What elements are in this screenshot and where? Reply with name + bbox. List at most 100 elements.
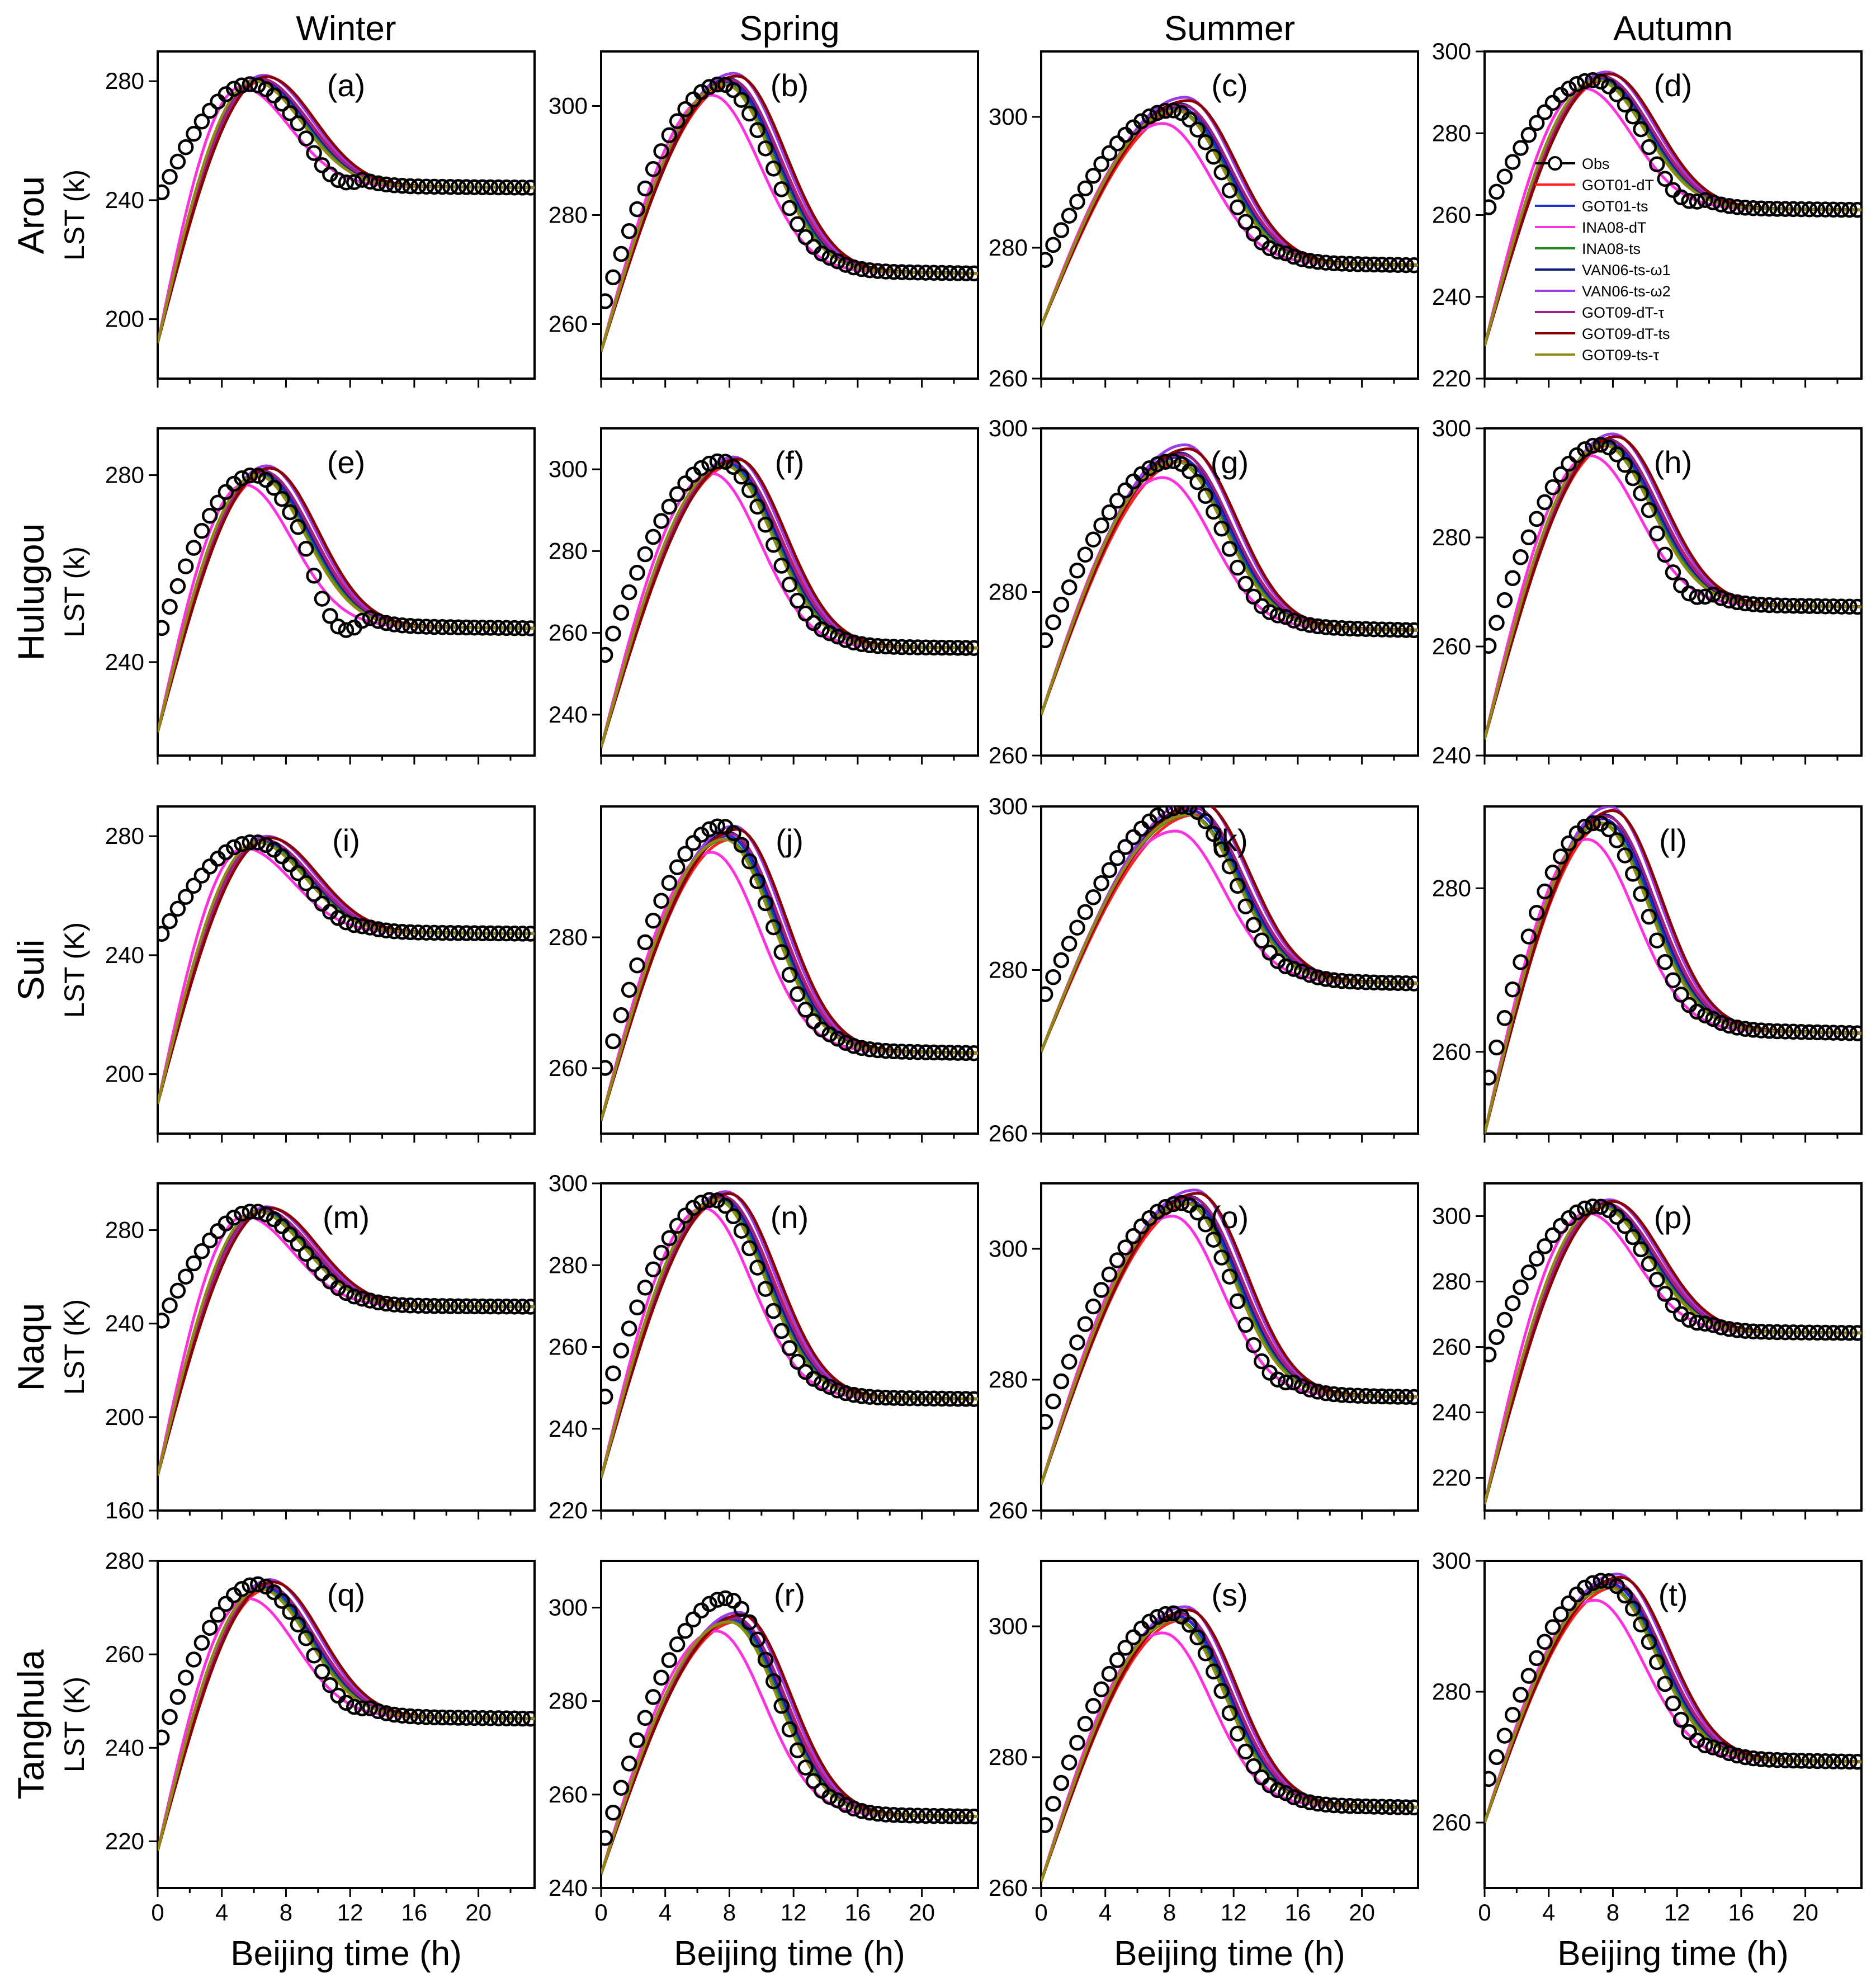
obs-point [490, 1710, 507, 1726]
obs-point [725, 459, 741, 475]
obs-point [386, 923, 403, 940]
obs-point [653, 893, 669, 909]
obs-point [1625, 1229, 1641, 1245]
obs-point [966, 1391, 978, 1407]
obs-point [773, 1698, 790, 1714]
obs-point [474, 620, 491, 636]
obs-point [1077, 1716, 1094, 1732]
obs-point [1109, 1252, 1126, 1268]
obs-point [1310, 618, 1326, 635]
obs-point [1769, 1752, 1785, 1768]
y-tick-label: 300 [1432, 415, 1471, 441]
obs-point [1382, 1799, 1398, 1815]
obs-point [1365, 1799, 1382, 1815]
obs-point [629, 957, 645, 974]
obs-point [1182, 463, 1198, 479]
obs-point [482, 620, 499, 636]
obs-point [490, 925, 507, 942]
obs-point [877, 638, 894, 655]
y-tick-label: 280 [1432, 524, 1471, 550]
obs-point [1817, 1024, 1834, 1041]
obs-point [522, 1299, 535, 1315]
obs-point [733, 469, 750, 485]
obs-point [1641, 1256, 1657, 1272]
y-tick-label: 220 [1432, 1465, 1471, 1491]
obs-point [1221, 1705, 1238, 1721]
obs-point [386, 1296, 403, 1313]
obs-point [250, 77, 266, 93]
obs-point [169, 153, 186, 170]
obs-point [201, 507, 218, 524]
obs-point [1809, 598, 1826, 615]
obs-point [482, 925, 499, 942]
obs-point [1697, 1007, 1713, 1023]
series-line-ina08-ts [1485, 443, 1861, 740]
series-line-got09-dt-ts [1041, 1608, 1418, 1882]
obs-point [1061, 1353, 1078, 1370]
series-line-ina08-ts [158, 474, 535, 733]
obs-point [862, 1041, 878, 1058]
obs-point [621, 223, 637, 239]
obs-point [1504, 570, 1521, 587]
obs-point [845, 259, 862, 276]
obs-point [966, 265, 978, 282]
obs-point [1745, 200, 1761, 216]
obs-point [1561, 835, 1577, 852]
panel-label: (s) [1211, 1577, 1247, 1612]
obs-point [1382, 621, 1398, 638]
panel-label: (o) [1211, 1200, 1249, 1235]
y-axis-label: LST (k) [59, 169, 90, 261]
y-tick-label: 300 [549, 1594, 588, 1621]
obs-point [601, 293, 613, 309]
obs-point [1825, 1025, 1842, 1041]
obs-point [1117, 126, 1133, 143]
obs-point [838, 1797, 854, 1813]
obs-point [1117, 1640, 1133, 1656]
obs-point [1133, 820, 1150, 837]
obs-point [910, 1390, 926, 1407]
obs-point [482, 1710, 499, 1726]
obs-point [1729, 199, 1745, 215]
obs-point [797, 605, 814, 622]
obs-point [1286, 612, 1302, 629]
obs-point [410, 178, 427, 195]
series-line-ina08-ts [1485, 821, 1861, 1134]
obs-point [1537, 1238, 1553, 1254]
legend-entry-got01-dt: GOT01-dT [1582, 177, 1654, 194]
panel-h: 240 260 280 300 (h) [1432, 415, 1863, 768]
y-tick-label: 280 [1432, 1678, 1471, 1705]
y-tick-label: 260 [989, 742, 1028, 768]
obs-point [1485, 1069, 1497, 1086]
obs-point [386, 177, 403, 194]
obs-point [1085, 531, 1102, 548]
series-line-van06-ts-1 [1041, 1612, 1418, 1882]
obs-point [629, 1299, 645, 1316]
obs-point [1617, 847, 1633, 863]
obs-point [1761, 200, 1778, 217]
obs-point [258, 1206, 274, 1223]
obs-point [1245, 1758, 1262, 1775]
obs-point [1641, 139, 1657, 155]
obs-point [1302, 1381, 1318, 1398]
obs-point [1601, 78, 1617, 95]
obs-point [1528, 115, 1545, 131]
obs-point [1069, 194, 1085, 210]
series-line-ina08-dt [1485, 454, 1861, 740]
obs-point [845, 634, 862, 651]
series-line-got01-dt [1485, 1585, 1861, 1823]
legend-marker-obs [1548, 156, 1562, 171]
obs-point [1785, 1752, 1802, 1769]
obs-point [402, 1297, 418, 1314]
obs-point [362, 173, 379, 190]
series-line-van06-ts-1 [601, 831, 978, 1121]
series-line-ina08-ts [601, 464, 978, 748]
obs-point [1705, 1739, 1721, 1756]
obs-point [1633, 1616, 1649, 1632]
obs-point [1665, 1297, 1681, 1314]
obs-point [1109, 1652, 1126, 1668]
obs-point [1310, 254, 1326, 270]
obs-point [886, 1043, 902, 1060]
obs-point [1245, 917, 1262, 933]
obs-point [1793, 1324, 1809, 1341]
obs-point [870, 1389, 886, 1405]
